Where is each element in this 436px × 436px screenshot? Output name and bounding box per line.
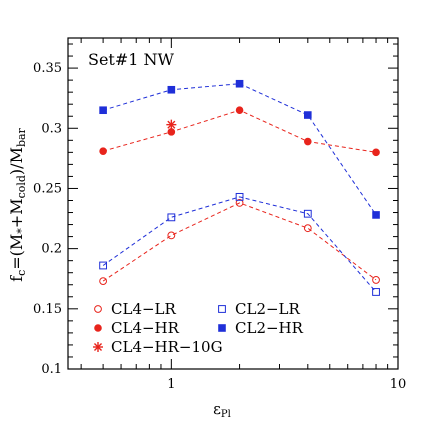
legend-marker [94, 324, 102, 332]
legend-label: CL2−LR [235, 300, 301, 318]
data-point [166, 119, 177, 130]
y-tick-label: 0.15 [33, 302, 62, 317]
asterisk-stroke [93, 342, 103, 352]
data-point [304, 111, 312, 119]
data-point [372, 276, 380, 284]
legend-marker [93, 342, 103, 352]
data-point [235, 106, 244, 115]
data-point [235, 198, 244, 207]
y-tick-label: 0.35 [33, 61, 62, 76]
data-point [303, 224, 312, 233]
annotation-label: Set#1 NW [88, 50, 175, 69]
data-point [167, 231, 176, 240]
data-point [303, 209, 312, 218]
axis-ticks: 0.1 0.15 0.2 0.25 0.3 0.35 1 10 [33, 38, 406, 392]
data-point [167, 213, 176, 222]
legend-marker [218, 324, 226, 332]
legend-label: CL2−HR [235, 319, 304, 337]
series-line [102, 83, 377, 216]
x-tick-label: 1 [167, 377, 175, 392]
data-point [372, 211, 380, 219]
data-point [167, 85, 176, 94]
data-point [372, 288, 380, 296]
x-axis-title-subscript: Pl [221, 409, 231, 420]
data-point [99, 147, 107, 155]
y-tick-label: 0.3 [41, 121, 62, 136]
data-point [235, 192, 244, 201]
series-line [102, 109, 377, 153]
y-axis-title: fc=(M*+Mcold)/Mbar [7, 127, 28, 281]
data-point [372, 148, 380, 157]
series-lines [102, 83, 377, 293]
data-point [99, 261, 108, 270]
data-point [99, 277, 108, 286]
x-tick-label: 10 [390, 377, 407, 392]
series-line [102, 196, 377, 293]
plot-frame [67, 37, 399, 370]
y-tick-label: 0.2 [41, 242, 62, 257]
y-tick-label: 0.25 [33, 181, 62, 196]
series-markers [99, 79, 380, 296]
x-axis-title: εPl [213, 400, 231, 420]
legend-label: CL4−HR [111, 319, 180, 337]
data-point [304, 137, 312, 146]
legend: CL4−LR CL2−LR CL4−HR CL2−HR CL4−HR−10G [93, 300, 304, 356]
data-point [235, 79, 244, 88]
legend-marker [94, 305, 102, 313]
series-line [102, 202, 377, 282]
asterisk-stroke [167, 120, 176, 129]
legend-marker [218, 305, 226, 313]
legend-label: CL4−HR−10G [111, 338, 223, 356]
legend-label: CL4−LR [111, 300, 177, 318]
y-tick-label: 0.1 [41, 362, 62, 377]
data-point [99, 106, 107, 115]
